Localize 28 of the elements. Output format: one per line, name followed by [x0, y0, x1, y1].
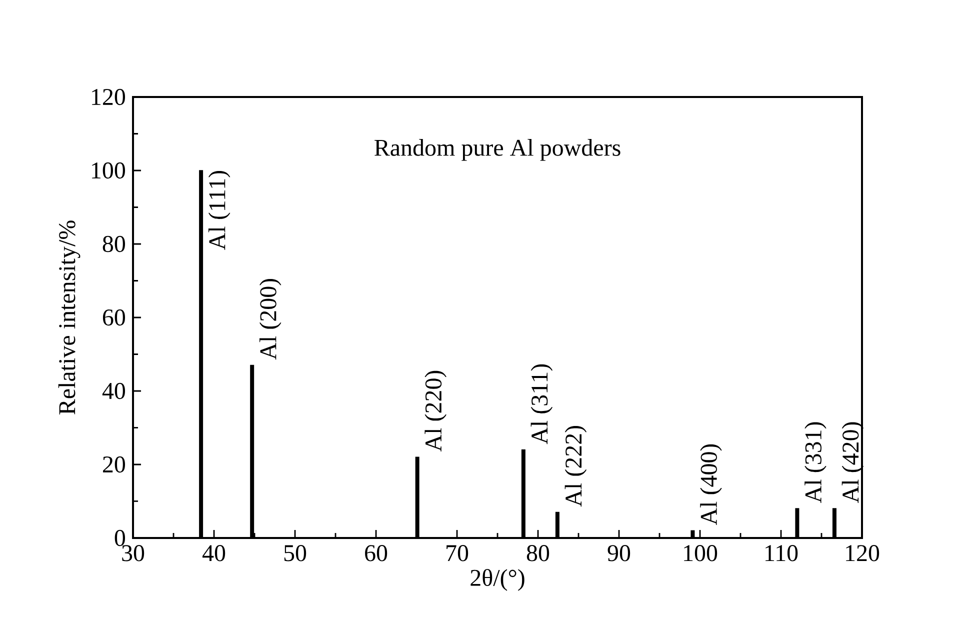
annotation: Al (420): [842, 422, 864, 503]
x-tick-label: 70: [446, 545, 468, 562]
annotation: Al (220): [424, 370, 446, 452]
annotation: Al (331): [804, 422, 826, 503]
x-axis-title: 2θ/(°): [470, 568, 524, 591]
annotation: Al (222): [564, 426, 587, 507]
y-tick-label: 80: [102, 236, 126, 252]
y-tick-label: 20: [103, 456, 126, 473]
annotation: Al (311): [530, 364, 553, 444]
y-tick-label: 120: [92, 88, 126, 106]
x-tick-label: 120: [846, 545, 880, 562]
x-tick-label: 90: [608, 545, 630, 562]
x-tick-label: 50: [284, 545, 306, 562]
x-tick-label: 110: [766, 545, 798, 562]
x-tick-label: 60: [365, 545, 388, 562]
y-tick-label: 0: [114, 530, 126, 546]
text: Random pure Al powders: [374, 139, 620, 161]
x-tick-label: 30: [122, 545, 144, 562]
x-tick-label: 40: [202, 545, 226, 562]
y-tick-label: 100: [92, 162, 126, 179]
y-axis-title: Relative intensity/%: [58, 220, 80, 414]
x-tick-label: 100: [684, 545, 718, 562]
y-tick-label: 60: [102, 309, 126, 326]
annotation: Al (400): [700, 444, 722, 526]
y-tick-label: 40: [102, 382, 126, 400]
annotation: Al (200): [259, 278, 282, 360]
annotation: Al (111): [208, 170, 230, 250]
x-tick-label: 80: [526, 545, 550, 562]
